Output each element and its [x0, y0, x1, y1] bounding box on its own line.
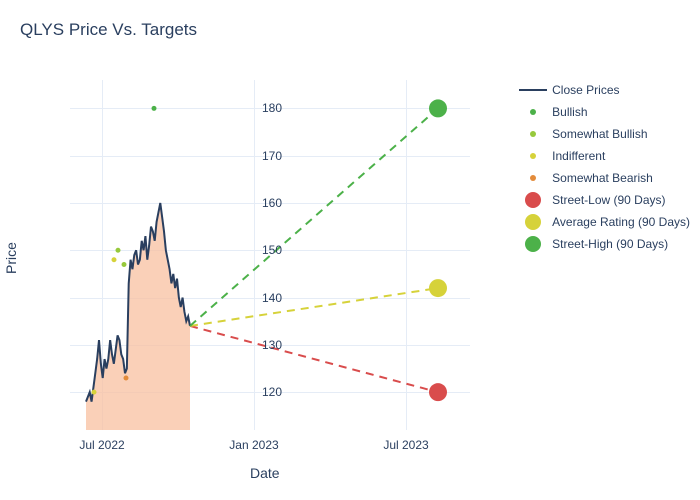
legend-label: Average Rating (90 Days): [552, 215, 690, 229]
legend-label: Indifferent: [552, 149, 605, 163]
y-tick: 180: [262, 101, 282, 115]
legend-item[interactable]: Somewhat Bearish: [518, 168, 690, 188]
analyst-dot: [124, 375, 129, 380]
x-tick: Jan 2023: [229, 438, 278, 452]
legend-bigdot-icon: [525, 192, 541, 208]
legend-dot-icon: [530, 153, 536, 159]
legend-bigdot-icon: [525, 214, 541, 230]
legend-item[interactable]: Street-Low (90 Days): [518, 190, 690, 210]
analyst-dot: [92, 390, 97, 395]
legend-label: Street-Low (90 Days): [552, 193, 665, 207]
y-tick: 120: [262, 385, 282, 399]
street-low-line: [190, 326, 438, 392]
y-tick: 160: [262, 196, 282, 210]
y-tick: 150: [262, 243, 282, 257]
legend-label: Street-High (90 Days): [552, 237, 668, 251]
close-prices-area: [86, 203, 190, 430]
legend-label: Bullish: [552, 105, 587, 119]
y-axis-label: Price: [3, 242, 19, 274]
chart-container: QLYS Price Vs. Targets Price Date Close …: [0, 0, 700, 500]
average-dot: [429, 279, 447, 297]
legend: Close Prices Bullish Somewhat Bullish Indif…: [518, 80, 690, 256]
legend-item[interactable]: Average Rating (90 Days): [518, 212, 690, 232]
legend-swatch: [518, 131, 548, 137]
legend-item[interactable]: Street-High (90 Days): [518, 234, 690, 254]
legend-line-icon: [519, 89, 547, 91]
legend-dot-icon: [530, 175, 536, 181]
x-tick: Jul 2022: [79, 438, 124, 452]
legend-swatch: [518, 109, 548, 115]
analyst-dot: [152, 106, 157, 111]
legend-swatch: [518, 236, 548, 252]
y-tick: 170: [262, 149, 282, 163]
analyst-dot: [112, 257, 117, 262]
x-tick: Jul 2023: [383, 438, 428, 452]
y-tick: 130: [262, 338, 282, 352]
legend-bigdot-icon: [525, 236, 541, 252]
legend-item[interactable]: Close Prices: [518, 80, 690, 100]
analyst-dot: [122, 262, 127, 267]
street-low-dot: [429, 383, 447, 401]
analyst-dot: [116, 248, 121, 253]
legend-dot-icon: [530, 109, 536, 115]
legend-item[interactable]: Indifferent: [518, 146, 690, 166]
legend-item[interactable]: Bullish: [518, 102, 690, 122]
legend-swatch: [518, 153, 548, 159]
legend-item[interactable]: Somewhat Bullish: [518, 124, 690, 144]
street-high-dot: [429, 99, 447, 117]
legend-dot-icon: [530, 131, 536, 137]
legend-swatch: [518, 192, 548, 208]
legend-swatch: [518, 89, 548, 91]
legend-swatch: [518, 214, 548, 230]
legend-label: Close Prices: [552, 83, 619, 97]
chart-area: Price Date Close PricesBullishSomewhat B…: [10, 50, 690, 490]
legend-label: Somewhat Bearish: [552, 171, 653, 185]
legend-swatch: [518, 175, 548, 181]
y-tick: 140: [262, 291, 282, 305]
x-axis-label: Date: [250, 465, 280, 481]
chart-title: QLYS Price Vs. Targets: [20, 20, 690, 40]
legend-label: Somewhat Bullish: [552, 127, 647, 141]
